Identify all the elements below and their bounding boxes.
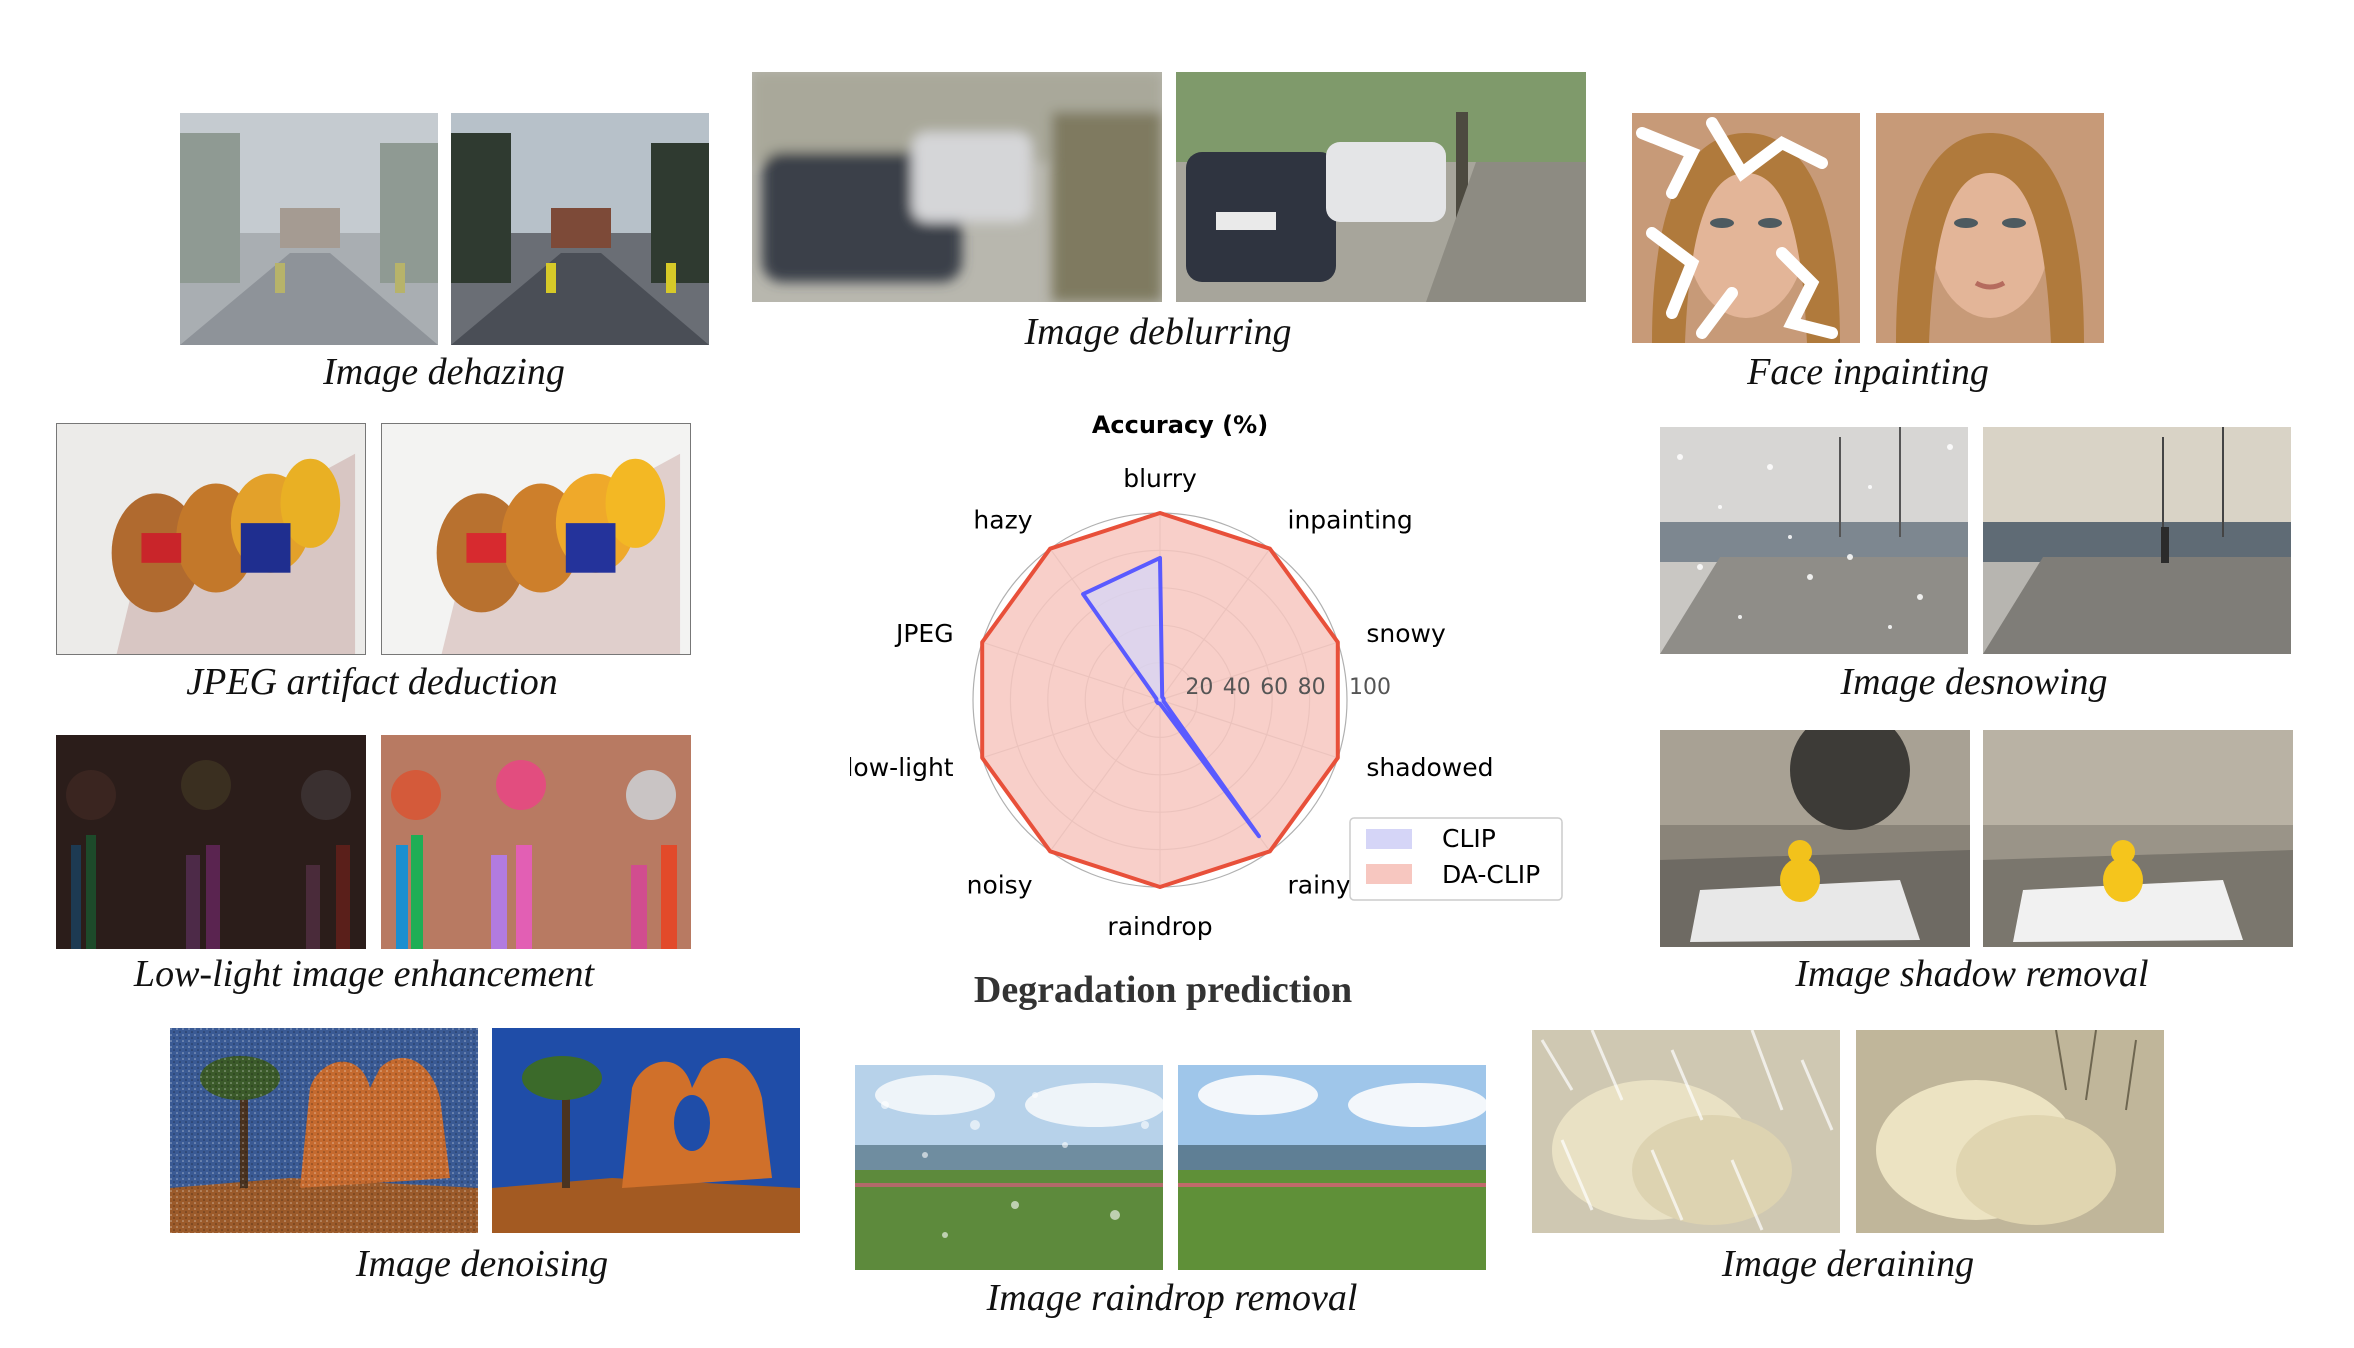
accuracy-radar-chart: Accuracy (%) blurry inpainting snowy shadow… [850, 411, 1563, 941]
lowlight-input-image [56, 735, 366, 949]
radar-radial-ticks: 20 40 60 80 100 [1185, 675, 1391, 700]
category-label-snowy: snowy [1366, 619, 1446, 648]
radar-category-labels: blurry inpainting snowy shadowed rainy raindr… [850, 464, 1493, 941]
radar-series [980, 511, 1340, 889]
category-label-lowlight: low-light [850, 753, 954, 782]
category-label-hazy: hazy [973, 505, 1032, 534]
shadow-output-image [1983, 730, 2293, 947]
deblurring-output-image [1176, 72, 1586, 302]
denoising-output-image [492, 1028, 800, 1233]
legend-label-daclip: DA-CLIP [1442, 860, 1540, 889]
desnowing-caption: Image desnowing [1840, 661, 2108, 703]
shadow-input-image [1660, 730, 1970, 947]
desnowing-input-image [1660, 427, 1968, 654]
raindrop-output-image [1178, 1065, 1486, 1270]
radial-tick-80: 80 [1298, 675, 1326, 700]
lowlight-caption: Low-light image enhancement [133, 953, 595, 995]
lowlight-output-image [381, 735, 691, 949]
desnowing-output-image [1983, 427, 2291, 654]
category-label-blurry: blurry [1123, 464, 1197, 493]
dehazing-caption: Image dehazing [323, 351, 565, 393]
legend-swatch-daclip [1366, 864, 1412, 884]
category-label-shadowed: shadowed [1366, 753, 1493, 782]
category-label-rainy: rainy [1288, 871, 1351, 900]
shadow-caption: Image shadow removal [1795, 953, 2149, 995]
jpeg-input-image [56, 423, 366, 655]
category-label-raindrop: raindrop [1107, 912, 1212, 941]
deraining-input-image [1532, 1030, 1840, 1233]
category-label-noisy: noisy [967, 871, 1033, 900]
category-label-inpainting: inpainting [1288, 505, 1413, 534]
series-clip-polygon [1081, 555, 1261, 839]
radial-tick-40: 40 [1223, 675, 1251, 700]
degradation-prediction-caption: Degradation prediction [973, 969, 1353, 1011]
deraining-output-image [1856, 1030, 2164, 1233]
radial-tick-100: 100 [1349, 675, 1391, 700]
deblurring-input-image [752, 72, 1162, 302]
jpeg-output-image [381, 423, 691, 655]
inpainting-caption: Face inpainting [1747, 351, 1989, 393]
denoising-caption: Image denoising [355, 1243, 609, 1285]
denoising-input-image [170, 1028, 478, 1233]
jpeg-caption: JPEG artifact deduction [186, 661, 558, 703]
raindrop-caption: Image raindrop removal [986, 1277, 1358, 1319]
dehazing-input-image [180, 113, 438, 345]
legend-label-clip: CLIP [1442, 824, 1496, 853]
inpainting-input-image [1632, 113, 1860, 343]
deraining-caption: Image deraining [1721, 1243, 1975, 1285]
chart-title: Accuracy (%) [1092, 411, 1268, 439]
dehazing-output-image [451, 113, 709, 345]
legend-swatch-clip [1366, 829, 1412, 849]
inpainting-output-image [1876, 113, 2104, 343]
category-label-jpeg: JPEG [894, 619, 954, 648]
legend: CLIP DA-CLIP [1349, 817, 1563, 901]
deblurring-caption: Image deblurring [1024, 311, 1292, 353]
radial-tick-20: 20 [1185, 675, 1213, 700]
raindrop-input-image [855, 1065, 1163, 1270]
radial-tick-60: 60 [1260, 675, 1288, 700]
